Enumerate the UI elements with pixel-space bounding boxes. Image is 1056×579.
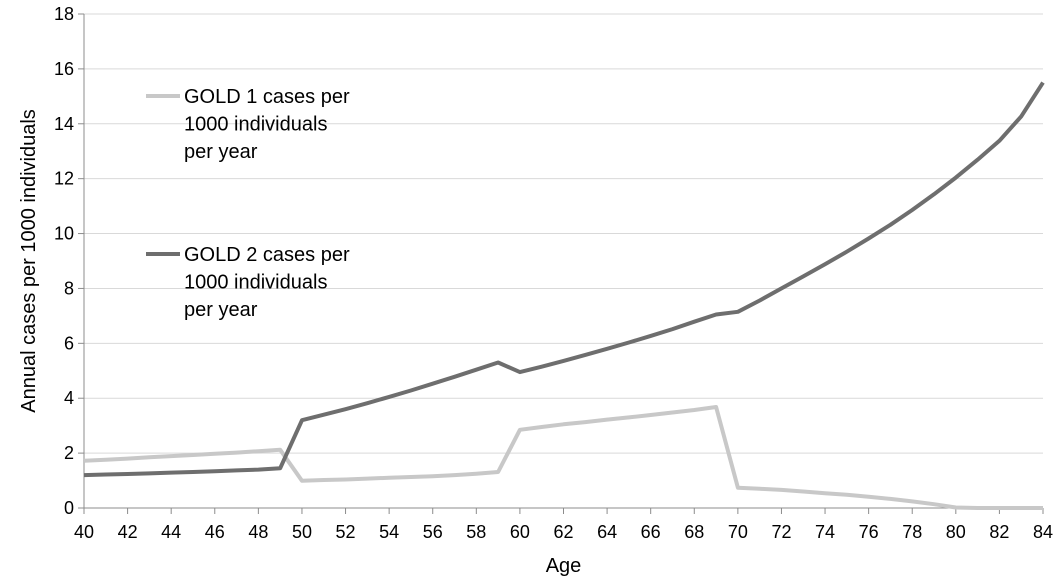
y-tick-label: 14 [54, 114, 74, 134]
x-tick-label: 40 [74, 522, 94, 542]
x-tick-label: 66 [641, 522, 661, 542]
legend-label-gold-1: per year [184, 141, 258, 163]
y-tick-label: 16 [54, 59, 74, 79]
x-tick-label: 58 [466, 522, 486, 542]
x-tick-label: 56 [423, 522, 443, 542]
x-tick-label: 76 [859, 522, 879, 542]
legend: GOLD 1 cases per 1000 individuals per year… [146, 86, 350, 321]
x-tick-label: 50 [292, 522, 312, 542]
x-tick-label: 62 [553, 522, 573, 542]
legend-label-gold-2: per year [184, 299, 258, 321]
series-lines [83, 81, 1045, 510]
x-tick-label: 46 [205, 522, 225, 542]
x-tick-label: 84 [1033, 522, 1053, 542]
x-tick-label: 48 [248, 522, 268, 542]
x-tick-label: 74 [815, 522, 835, 542]
y-tick-label: 4 [64, 388, 74, 408]
y-tick-label: 0 [64, 498, 74, 518]
x-tick-label: 54 [379, 522, 399, 542]
series-line-gold-2 [83, 81, 1045, 478]
x-tick-label: 60 [510, 522, 530, 542]
legend-label-gold-2: GOLD 2 cases per [184, 244, 350, 266]
x-tick-label: 64 [597, 522, 617, 542]
x-tick-label: 68 [684, 522, 704, 542]
x-axis-title: Age [546, 555, 582, 577]
x-tick-label: 72 [771, 522, 791, 542]
legend-label-gold-2: 1000 individuals [184, 272, 327, 294]
x-tick-label: 82 [989, 522, 1009, 542]
series-line-gold-1 [83, 405, 1043, 510]
x-tick-label: 78 [902, 522, 922, 542]
x-tick-label: 44 [161, 522, 181, 542]
y-axis-title: Annual cases per 1000 individuals [18, 109, 40, 413]
y-tick-label: 8 [64, 278, 74, 298]
x-tick-label: 70 [728, 522, 748, 542]
legend-label-gold-1: 1000 individuals [184, 114, 327, 136]
y-tick-label: 18 [54, 4, 74, 24]
x-tick-label: 52 [336, 522, 356, 542]
x-tick-label: 80 [946, 522, 966, 542]
gridlines [84, 13, 1043, 454]
x-tick-label: 42 [118, 522, 138, 542]
y-tick-label: 10 [54, 224, 74, 244]
y-tick-label: 12 [54, 169, 74, 189]
y-tick-label: 6 [64, 333, 74, 353]
legend-label-gold-1: GOLD 1 cases per [184, 86, 350, 108]
y-tick-label: 2 [64, 443, 74, 463]
